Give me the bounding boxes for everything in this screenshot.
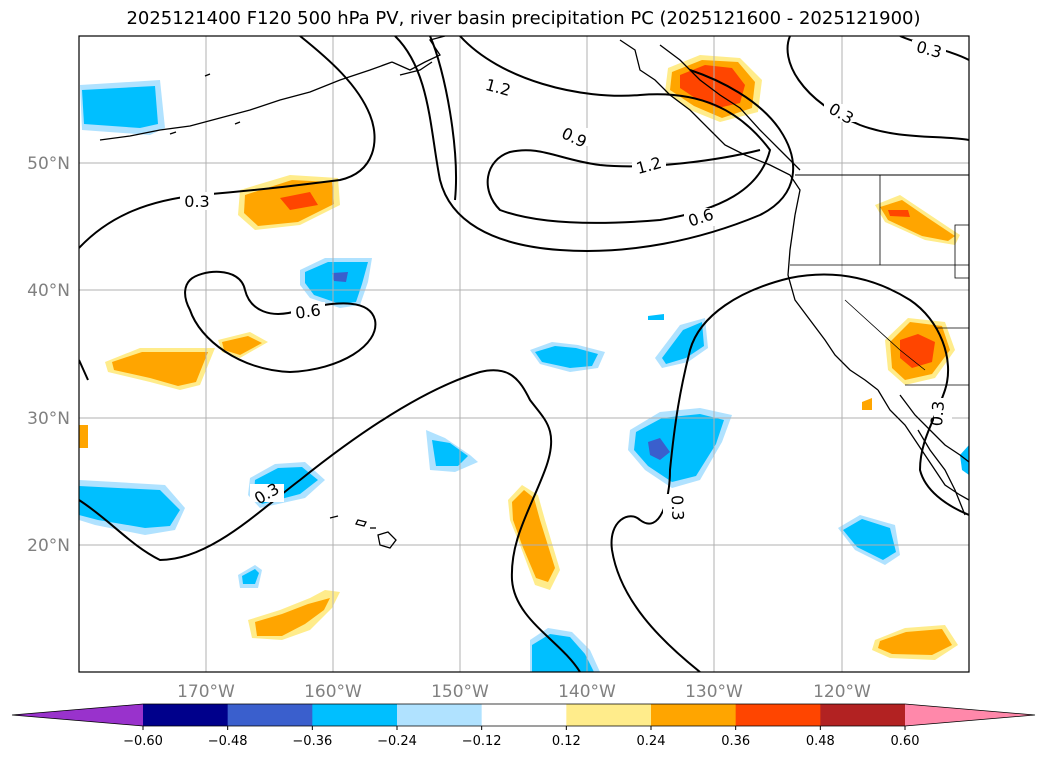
lat-label: 30°N xyxy=(27,409,70,429)
contour-0.3-north xyxy=(79,36,376,249)
colorbar-tick-label: −0.12 xyxy=(462,734,502,749)
contour-label: 0.3 xyxy=(184,192,209,211)
lat-label: 50°N xyxy=(27,154,70,174)
contour-label: 0.6 xyxy=(294,300,322,322)
contour-0.3-ne xyxy=(786,36,969,141)
contour-label: 0.3 xyxy=(668,495,688,521)
map-frame xyxy=(78,35,970,673)
contour-label-group: 0.3 1.2 0.9 1.2 0.6 0.3 0.6 0.3 0.3 0.3 … xyxy=(180,37,952,524)
contour-0.3-main xyxy=(79,369,581,672)
contour-0.6 xyxy=(184,270,377,374)
lon-label: 130°W xyxy=(685,682,743,702)
colorbar-segment xyxy=(735,704,821,726)
coastlines xyxy=(99,36,969,549)
colorbar-tick-label: 0.48 xyxy=(806,734,835,749)
contour-0.9 xyxy=(459,36,772,224)
lat-labels: 50°N 40°N 30°N 20°N xyxy=(27,154,70,556)
colorbar-tick-label: −0.24 xyxy=(377,734,417,749)
lat-label: 40°N xyxy=(27,281,70,301)
contour-1.2-upper xyxy=(394,36,794,252)
colorbar-segment xyxy=(651,704,737,726)
colorbar-tick-label: −0.36 xyxy=(292,734,332,749)
lat-label: 20°N xyxy=(27,536,70,556)
colorbar-tick-label: 0.12 xyxy=(552,734,581,749)
colorbar-segment xyxy=(566,704,652,726)
graticule xyxy=(79,36,969,672)
colorbar-tick-label: 0.36 xyxy=(721,734,750,749)
colorbar-segment xyxy=(397,704,483,726)
lon-labels: 170°W 160°W 150°W 140°W 130°W 120°W xyxy=(177,682,871,702)
map-title: 2025121400 F120 500 hPa PV, river basin … xyxy=(126,8,921,29)
colorbar-segment xyxy=(820,704,906,726)
lon-label: 170°W xyxy=(177,682,235,702)
colorbar-tick-label: −0.48 xyxy=(208,734,248,749)
lon-label: 120°W xyxy=(813,682,871,702)
contour-1.2-left xyxy=(429,36,457,201)
colorbar-segment xyxy=(143,704,229,726)
colorbar-extend-high xyxy=(905,704,1035,726)
lon-label: 150°W xyxy=(431,682,489,702)
contour-label: 0.3 xyxy=(927,400,948,427)
colorbar-segment xyxy=(227,704,313,726)
lon-label: 140°W xyxy=(558,682,616,702)
colorbar-tick-label: 0.24 xyxy=(637,734,666,749)
colorbar: −0.60 −0.48 −0.36 −0.24 −0.12 0.12 0.24 0.36 0.4… xyxy=(11,703,1036,749)
contour-0.3-west xyxy=(79,359,89,381)
colorbar-tick-label: −0.60 xyxy=(123,734,163,749)
colorbar-segment xyxy=(481,704,567,726)
precip-anomalies xyxy=(79,55,969,672)
colorbar-extend-low xyxy=(12,704,143,726)
colorbar-tick-label: 0.60 xyxy=(891,734,920,749)
lon-label: 160°W xyxy=(304,682,362,702)
colorbar-segment xyxy=(312,704,398,726)
